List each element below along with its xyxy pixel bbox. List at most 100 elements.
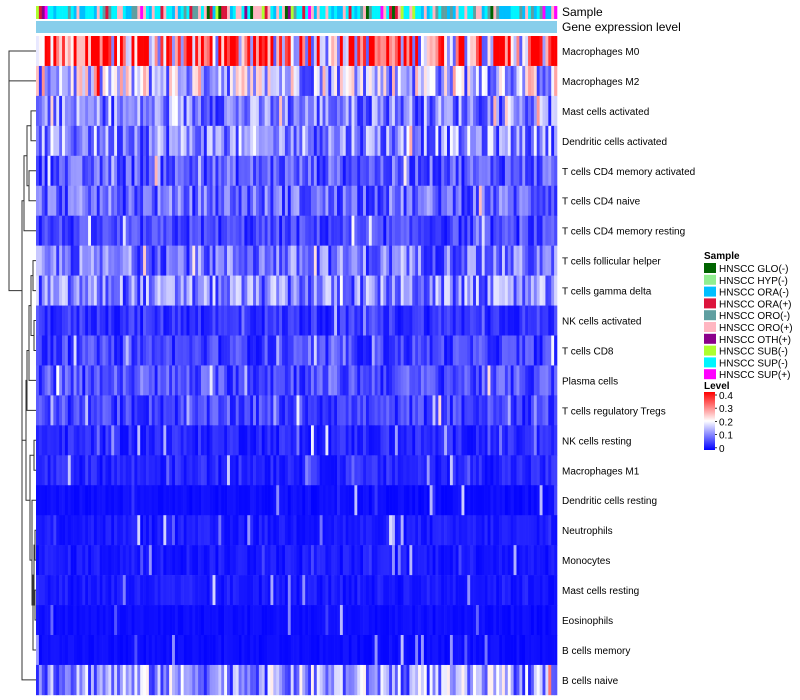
heatmap-cell bbox=[389, 125, 393, 157]
heatmap-cell bbox=[467, 515, 471, 546]
heatmap-cell bbox=[169, 155, 173, 187]
heatmap-cell bbox=[554, 305, 558, 336]
heatmap-cell bbox=[253, 335, 257, 366]
heatmap-cell bbox=[189, 485, 193, 516]
heatmap-cell bbox=[415, 664, 419, 696]
heatmap-cell bbox=[117, 185, 121, 216]
heatmap-cell bbox=[67, 215, 72, 246]
heatmap-cell bbox=[452, 635, 456, 666]
heatmap-cell bbox=[73, 425, 77, 456]
sample-annotation-cell bbox=[209, 6, 213, 19]
heatmap-cell bbox=[525, 245, 529, 276]
heatmap-cell bbox=[195, 125, 199, 157]
heatmap-cell bbox=[238, 455, 242, 486]
heatmap-cell bbox=[44, 575, 48, 606]
heatmap-cell bbox=[93, 335, 98, 366]
heatmap-cell bbox=[102, 365, 106, 396]
heatmap-cell bbox=[478, 365, 483, 396]
heatmap-cell bbox=[551, 485, 555, 516]
sample-annotation-cell bbox=[310, 6, 315, 19]
heatmap-cell bbox=[47, 245, 51, 276]
heatmap-cell bbox=[67, 125, 72, 157]
heatmap-cell bbox=[105, 335, 109, 366]
heatmap-cell bbox=[533, 664, 538, 696]
heatmap-cell bbox=[140, 185, 144, 216]
heatmap-cell bbox=[206, 545, 210, 576]
heatmap-cell bbox=[507, 335, 511, 366]
heatmap-cell bbox=[545, 455, 549, 486]
heatmap-cell bbox=[44, 305, 48, 336]
heatmap-cell bbox=[432, 515, 436, 546]
heatmap-cell bbox=[105, 245, 109, 276]
heatmap-cell bbox=[102, 335, 106, 366]
heatmap-cell bbox=[319, 245, 323, 276]
sample-annotation-cell bbox=[484, 6, 488, 19]
heatmap-cell bbox=[380, 245, 384, 276]
heatmap-cell bbox=[273, 65, 277, 97]
heatmap-cell bbox=[313, 395, 318, 426]
heatmap-cell bbox=[441, 365, 445, 396]
heatmap-cell bbox=[145, 664, 150, 696]
heatmap-cell bbox=[96, 485, 100, 516]
heatmap-cell bbox=[53, 155, 57, 187]
heatmap-cell bbox=[90, 605, 95, 636]
heatmap-cell bbox=[224, 95, 228, 127]
heatmap-cell bbox=[160, 275, 164, 306]
heatmap-cell bbox=[180, 635, 184, 666]
heatmap-cell bbox=[85, 455, 89, 486]
heatmap-cell bbox=[143, 545, 147, 576]
row-label: T cells CD4 memory activated bbox=[562, 167, 695, 178]
sample-annotation-cell bbox=[99, 6, 103, 19]
heatmap-cell bbox=[287, 65, 292, 97]
heatmap-cell bbox=[99, 275, 103, 306]
heatmap-cell bbox=[519, 185, 523, 216]
heatmap-cell bbox=[195, 455, 199, 486]
heatmap-cell bbox=[530, 155, 535, 187]
heatmap-cell bbox=[85, 185, 89, 216]
heatmap-cell bbox=[85, 36, 89, 67]
heatmap-cell bbox=[444, 215, 448, 246]
heatmap-cell bbox=[449, 575, 454, 606]
heatmap-cell bbox=[108, 275, 112, 306]
heatmap-cell bbox=[79, 215, 83, 246]
heatmap-cell bbox=[551, 605, 555, 636]
heatmap-cell bbox=[218, 95, 222, 127]
heatmap-cell bbox=[154, 635, 158, 666]
heatmap-cell bbox=[200, 485, 205, 516]
heatmap-cell bbox=[189, 635, 193, 666]
heatmap-cell bbox=[331, 155, 335, 187]
heatmap-cell bbox=[224, 125, 228, 157]
heatmap-cell bbox=[137, 365, 141, 396]
heatmap-cell bbox=[186, 515, 190, 546]
heatmap-cell bbox=[386, 395, 390, 426]
heatmap-cell bbox=[287, 125, 292, 157]
sample-annotation-cell bbox=[473, 6, 477, 19]
heatmap-cell bbox=[342, 335, 346, 366]
heatmap-cell bbox=[530, 305, 535, 336]
heatmap-cell bbox=[36, 245, 40, 276]
sample-annotation-cell bbox=[418, 6, 422, 19]
heatmap-cell bbox=[261, 515, 265, 546]
heatmap-cell bbox=[348, 215, 352, 246]
heatmap-cell bbox=[119, 65, 124, 97]
heatmap-cell bbox=[438, 36, 442, 67]
heatmap-cell bbox=[273, 185, 277, 216]
sample-annotation-cell bbox=[264, 6, 268, 19]
sample-annotation-cell bbox=[93, 6, 98, 19]
heatmap-cell bbox=[76, 36, 80, 67]
heatmap-cell bbox=[449, 605, 454, 636]
heatmap-cell bbox=[82, 664, 86, 696]
heatmap-cell bbox=[452, 425, 456, 456]
heatmap-cell bbox=[502, 605, 506, 636]
heatmap-cell bbox=[551, 95, 555, 127]
heatmap-cell bbox=[151, 95, 155, 127]
heatmap-cell bbox=[308, 215, 312, 246]
heatmap-cell bbox=[128, 335, 132, 366]
heatmap-cell bbox=[134, 215, 138, 246]
heatmap-cell bbox=[510, 635, 514, 666]
heatmap-cell bbox=[533, 185, 538, 216]
heatmap-cell bbox=[406, 485, 410, 516]
heatmap-cell bbox=[198, 635, 202, 666]
heatmap-cell bbox=[229, 155, 234, 187]
